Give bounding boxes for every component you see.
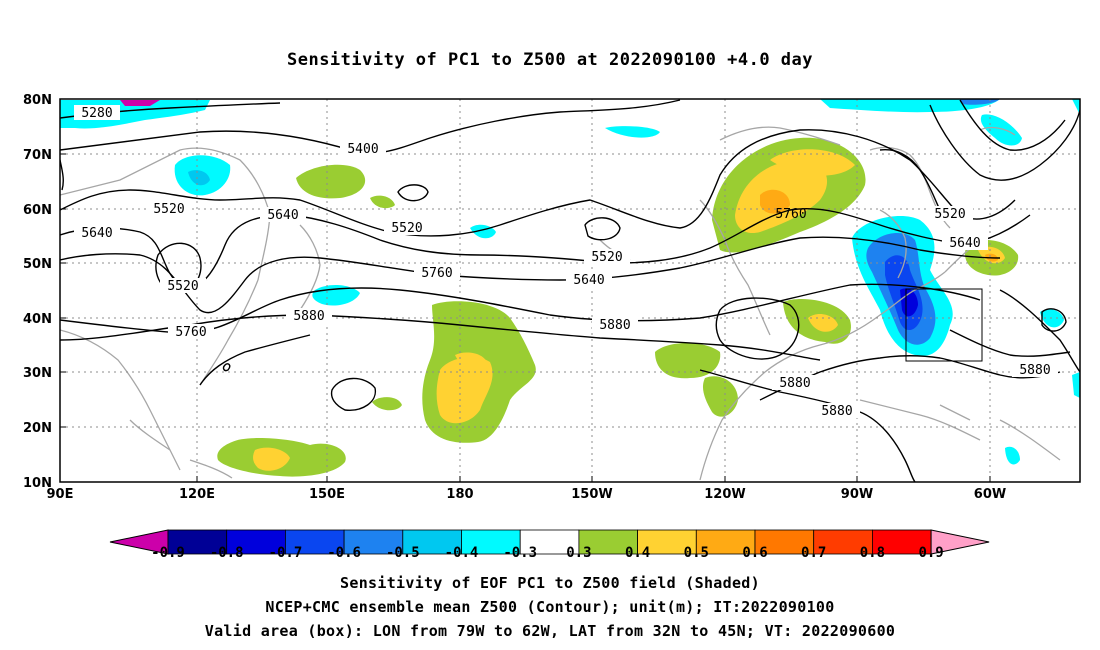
svg-text:5880: 5880 <box>821 404 852 419</box>
contour-label: 5280 <box>74 105 120 121</box>
lat-label: 70N <box>23 148 52 163</box>
lat-label: 50N <box>23 257 52 272</box>
contour-label: 5520 <box>146 201 192 217</box>
contour-label: 5640 <box>260 207 306 223</box>
svg-text:5880: 5880 <box>1019 363 1050 378</box>
latitude-labels: 80N 70N 60N 50N 40N 30N 20N 10N <box>23 93 52 491</box>
svg-text:5520: 5520 <box>591 250 622 265</box>
contour-label: 5880 <box>814 403 860 419</box>
contour-label-group: 5280 5400 5520 5640 5640 5520 5520 5760 … <box>74 105 1058 419</box>
contour-label: 5520 <box>927 206 973 222</box>
contour-label: 5880 <box>286 308 332 324</box>
valid-area-box <box>905 288 983 362</box>
colorbar-segment <box>637 529 697 555</box>
contour-label: 5760 <box>168 324 214 340</box>
lon-label: 90W <box>841 487 873 502</box>
colorbar-segment <box>754 529 815 555</box>
lon-label: 180 <box>446 487 473 502</box>
svg-text:5280: 5280 <box>81 106 112 121</box>
colorbar-label: -0.9 <box>151 545 185 561</box>
svg-text:5400: 5400 <box>347 142 378 157</box>
lat-label: 80N <box>23 93 52 108</box>
colorbar-segment <box>813 529 873 555</box>
svg-text:5880: 5880 <box>599 318 630 333</box>
lat-label: 10N <box>23 476 52 491</box>
contour-label: 5640 <box>942 235 988 251</box>
contour-label: 5880 <box>1012 362 1058 378</box>
contour-label: 5520 <box>384 220 430 236</box>
contour-label: 5760 <box>775 207 806 222</box>
svg-text:5640: 5640 <box>267 208 298 223</box>
svg-text:5880: 5880 <box>779 376 810 391</box>
footer-line-2: NCEP+CMC ensemble mean Z500 (Contour); u… <box>265 598 835 616</box>
colorbar-segment <box>226 529 286 555</box>
colorbar-label: -0.4 <box>445 545 479 561</box>
colorbar-segment <box>695 529 756 555</box>
lon-label: 120W <box>704 487 745 502</box>
colorbar-label: -0.6 <box>327 545 361 561</box>
contour-label: 5880 <box>772 375 818 391</box>
map-title: Sensitivity of PC1 to Z500 at 2022090100… <box>286 50 813 70</box>
contour-label: 5520 <box>584 249 630 265</box>
svg-text:5760: 5760 <box>421 266 452 281</box>
colorbar-label: 0.9 <box>918 545 943 561</box>
colorbar-segment <box>167 529 228 555</box>
svg-text:5760: 5760 <box>175 325 206 340</box>
svg-text:5640: 5640 <box>949 236 980 251</box>
contour-label: 5760 <box>414 265 460 281</box>
colorbar <box>109 529 990 555</box>
contour-label: 5640 <box>566 272 612 288</box>
colorbar-right-arrow <box>930 529 990 555</box>
contour-label: 5520 <box>160 278 206 294</box>
footer-line-1: Sensitivity of EOF PC1 to Z500 field (Sh… <box>340 574 760 592</box>
svg-text:5520: 5520 <box>391 221 422 236</box>
ticks <box>60 153 991 482</box>
lon-label: 150E <box>309 487 345 502</box>
colorbar-label: 0.8 <box>860 545 885 561</box>
contour-label: 5400 <box>340 141 386 157</box>
colorbar-label: 0.3 <box>566 545 591 561</box>
colorbar-segment <box>519 529 580 555</box>
colorbar-label: -0.8 <box>210 545 244 561</box>
svg-text:5520: 5520 <box>153 202 184 217</box>
colorbar-segment <box>461 529 521 555</box>
colorbar-label: -0.5 <box>386 545 420 561</box>
colorbar-label: 0.4 <box>625 545 650 561</box>
lat-label: 60N <box>23 203 52 218</box>
colorbar-label: 0.7 <box>801 545 826 561</box>
lon-label: 60W <box>974 487 1006 502</box>
colorbar-label: -0.3 <box>503 545 537 561</box>
svg-text:5880: 5880 <box>293 309 324 324</box>
svg-text:5520: 5520 <box>167 279 198 294</box>
svg-text:5640: 5640 <box>81 226 112 241</box>
contour-label: 5880 <box>592 317 638 333</box>
colorbar-label: 0.6 <box>742 545 767 561</box>
lat-label: 40N <box>23 312 52 327</box>
svg-text:5760: 5760 <box>775 207 806 222</box>
colorbar-segment <box>343 529 404 555</box>
contour-label: 5640 <box>74 225 120 241</box>
lon-label: 120E <box>179 487 215 502</box>
svg-text:5640: 5640 <box>573 273 604 288</box>
colorbar-segment <box>578 529 639 555</box>
colorbar-labels: -0.9 -0.8 -0.7 -0.6 -0.5 -0.4 -0.3 0.3 0.4 0.5 0.6… <box>151 545 944 561</box>
footer-line-3: Valid area (box): LON from 79W to 62W, L… <box>204 622 896 640</box>
shaded-negative <box>60 99 1080 465</box>
map-frame <box>59 98 1081 483</box>
longitude-labels: 90E 120E 150E 180 150W 120W 90W 60W <box>47 487 1007 502</box>
coastlines <box>60 126 1061 481</box>
colorbar-label: -0.7 <box>269 545 303 561</box>
lat-label: 20N <box>23 421 52 436</box>
lat-label: 30N <box>23 366 52 381</box>
lon-label: 90E <box>47 487 74 502</box>
colorbar-label: 0.5 <box>684 545 709 561</box>
lon-label: 150W <box>571 487 612 502</box>
svg-text:5520: 5520 <box>934 207 965 222</box>
